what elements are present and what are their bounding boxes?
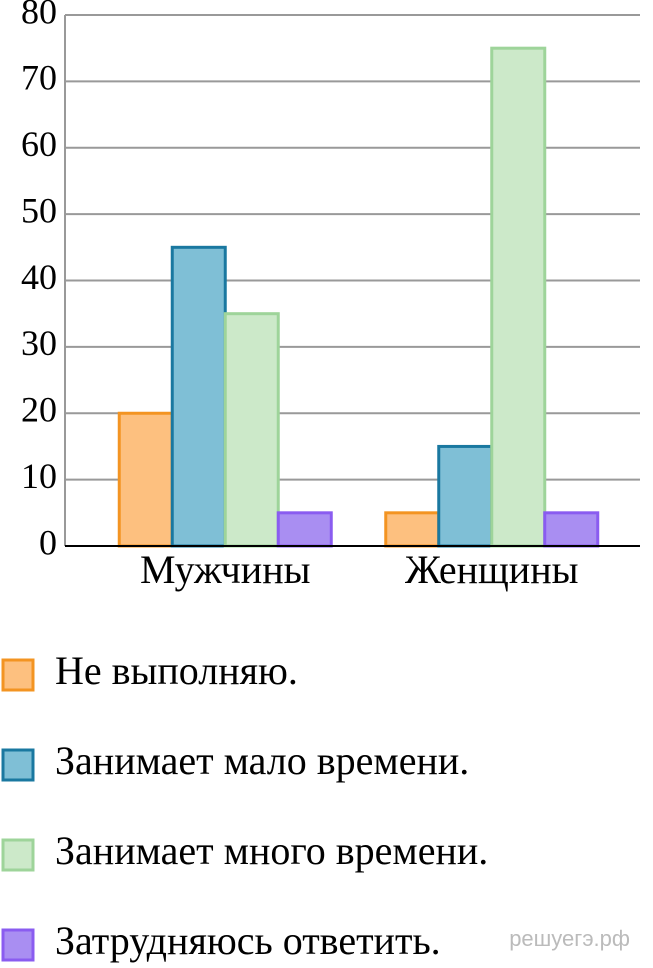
legend-label: Затрудняюсь ответить.: [55, 918, 441, 963]
y-tick-label: 40: [21, 257, 57, 297]
bar: [543, 511, 600, 548]
x-tick-label: Женщины: [405, 547, 578, 592]
bar: [384, 511, 441, 548]
legend-label: Занимает мало времени.: [55, 738, 469, 783]
y-tick-label: 80: [21, 0, 57, 31]
bar: [117, 411, 174, 548]
y-tick-label: 70: [21, 58, 57, 98]
legend-swatch: [1, 838, 35, 872]
y-tick-label: 50: [21, 190, 57, 230]
y-tick-label: 60: [21, 124, 57, 164]
y-tick-label: 10: [21, 456, 57, 496]
bar: [276, 511, 333, 548]
legend-label: Не выполняю.: [55, 648, 298, 693]
watermark: решуегэ.рф: [509, 926, 630, 951]
legend-swatch: [1, 928, 35, 962]
bar: [437, 444, 494, 548]
y-tick-label: 20: [21, 390, 57, 430]
bar: [170, 245, 227, 548]
legend-label: Занимает много времени.: [55, 828, 488, 873]
bar: [490, 46, 547, 548]
legend-swatch: [1, 658, 35, 692]
x-tick-label: Мужчины: [140, 547, 311, 592]
legend-swatch: [1, 748, 35, 782]
y-tick-label: 0: [39, 522, 57, 562]
y-tick-label: 30: [21, 323, 57, 363]
bar: [223, 312, 280, 548]
